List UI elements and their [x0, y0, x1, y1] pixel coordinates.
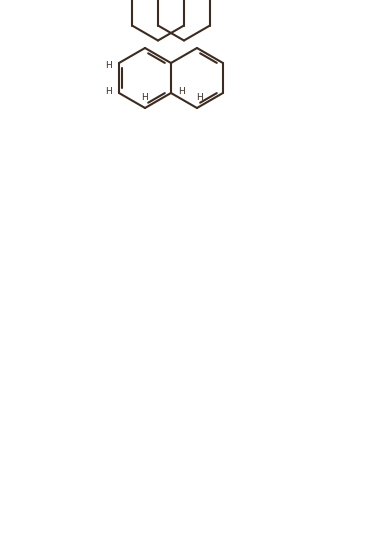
Text: H: H	[179, 86, 186, 96]
Text: H: H	[197, 94, 203, 102]
Text: H: H	[142, 94, 148, 102]
Text: H: H	[105, 86, 111, 96]
Text: H: H	[105, 61, 111, 69]
